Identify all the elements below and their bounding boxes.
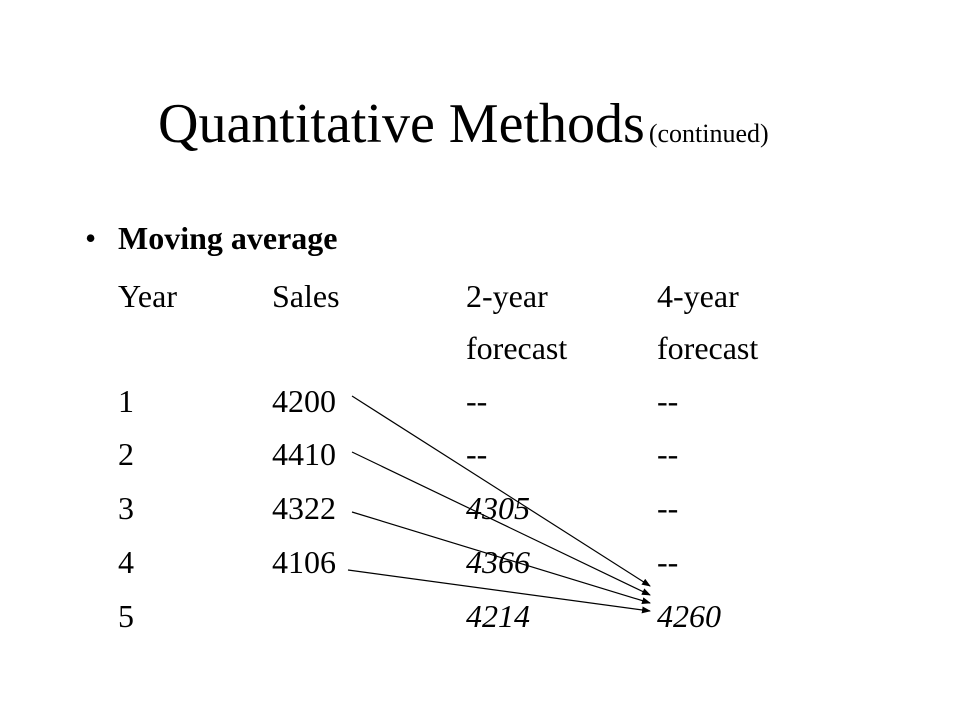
cell-sales: 4322	[272, 490, 336, 526]
header-four-year-forecast: forecast	[657, 330, 759, 366]
cell-year: 3	[118, 490, 134, 526]
header-four-year: 4-year	[657, 278, 739, 314]
slide-title: Quantitative Methods (continued)	[158, 96, 769, 152]
cell-two-year-forecast: --	[466, 383, 488, 419]
cell-four-year-forecast: --	[657, 490, 679, 526]
header-sales: Sales	[272, 278, 340, 314]
header-two-year: 2-year	[466, 278, 548, 314]
cell-four-year-forecast: --	[657, 436, 679, 472]
cell-year: 4	[118, 544, 134, 580]
cell-four-year-forecast: --	[657, 544, 679, 580]
cell-year: 5	[118, 598, 134, 634]
title-main: Quantitative Methods	[158, 93, 645, 155]
bullet-heading: Moving average	[118, 220, 338, 256]
bullet-dot: •	[85, 220, 97, 256]
cell-four-year-forecast: 4260	[657, 598, 721, 634]
cell-two-year-forecast: 4214	[466, 598, 530, 634]
cell-year: 1	[118, 383, 134, 419]
header-two-year-forecast: forecast	[466, 330, 568, 366]
header-year: Year	[118, 278, 177, 314]
cell-year: 2	[118, 436, 134, 472]
cell-two-year-forecast: 4366	[466, 544, 530, 580]
title-note: (continued)	[648, 119, 769, 148]
cell-four-year-forecast: --	[657, 383, 679, 419]
cell-sales: 4200	[272, 383, 336, 419]
cell-sales: 4106	[272, 544, 336, 580]
cell-sales: 4410	[272, 436, 336, 472]
cell-two-year-forecast: --	[466, 436, 488, 472]
cell-two-year-forecast: 4305	[466, 490, 530, 526]
